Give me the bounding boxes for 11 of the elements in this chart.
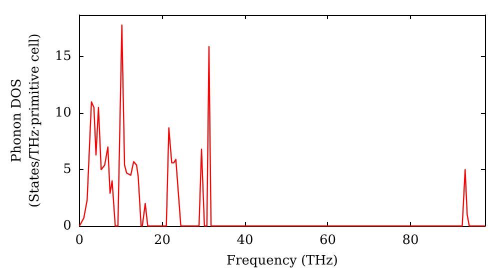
- y-tick-label: 5: [63, 162, 72, 178]
- x-tick-label: 20: [154, 233, 170, 248]
- y-tick-label: 15: [54, 49, 72, 64]
- y-axis-title: Phonon DOS (States/THz·primitive cell): [10, 33, 42, 208]
- y-tick-label: 10: [54, 106, 72, 121]
- x-tick-label: 0: [75, 233, 84, 248]
- y-tick-label: 0: [63, 218, 72, 234]
- x-axis-title: Frequency (THz): [226, 253, 338, 268]
- x-tick-label: 60: [319, 233, 336, 248]
- x-tick-label: 80: [402, 233, 419, 248]
- x-tick-label: 40: [236, 233, 254, 248]
